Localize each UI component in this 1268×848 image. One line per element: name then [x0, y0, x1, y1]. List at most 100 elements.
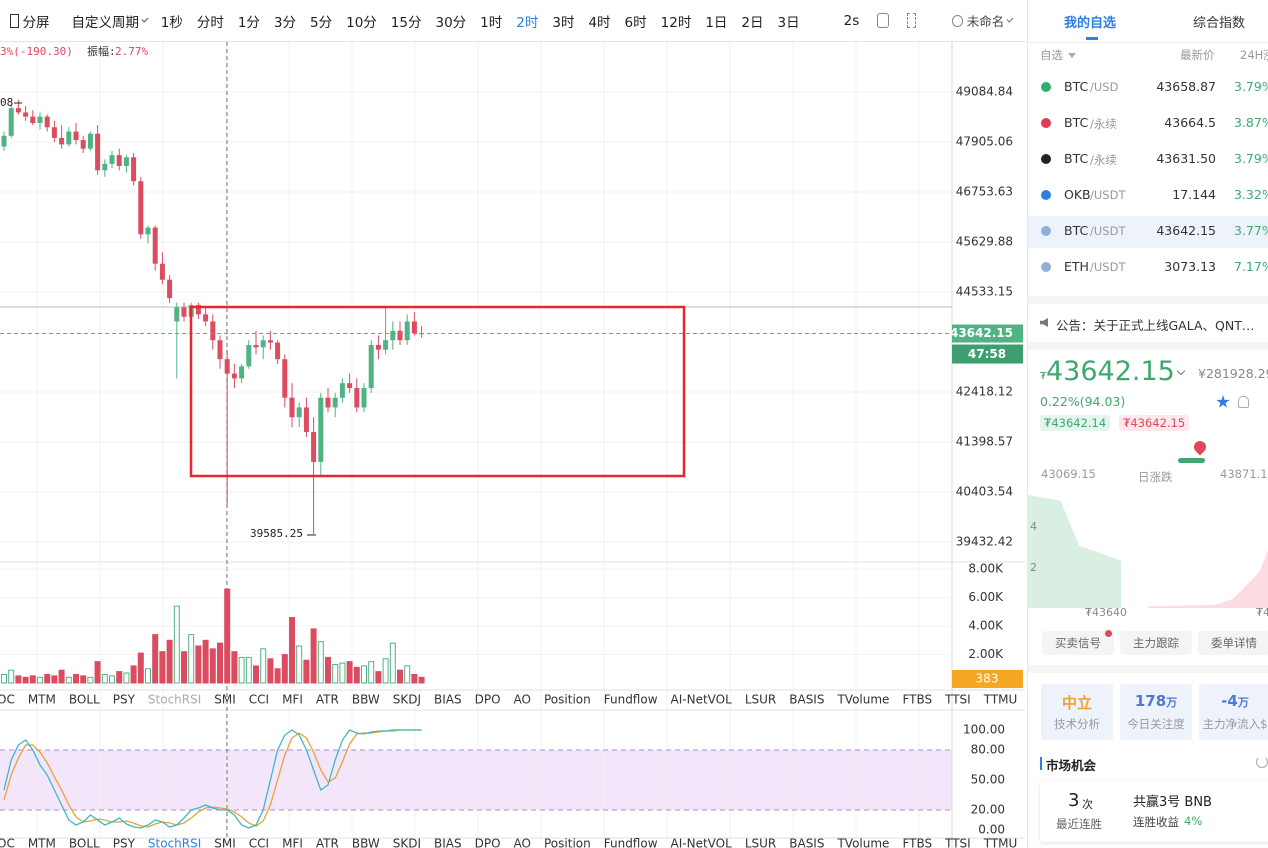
indicator-tab[interactable]: CCI: [249, 837, 269, 848]
volume-bar: [238, 656, 245, 684]
indicator-tab[interactable]: OC: [0, 837, 15, 848]
star-icon[interactable]: [1216, 395, 1230, 408]
candle-body: [73, 131, 79, 141]
split-button[interactable]: 分屏: [22, 14, 50, 31]
period[interactable]: 4时: [588, 14, 611, 31]
period[interactable]: 2时: [516, 14, 539, 31]
indicator-tab[interactable]: Fundflow: [604, 693, 658, 707]
refresh-icon[interactable]: [1256, 756, 1268, 768]
period[interactable]: 3分: [273, 14, 297, 31]
indicator-tab[interactable]: FTBS: [902, 693, 932, 707]
indicator-tab[interactable]: BASIS: [789, 693, 824, 707]
candle-body: [167, 279, 173, 299]
action-button[interactable]: 主力跟踪: [1120, 631, 1192, 655]
countdown-box: [952, 344, 1023, 364]
period[interactable]: 3日: [777, 14, 800, 31]
indicator-tab[interactable]: SKDJ: [393, 837, 421, 848]
indicator-tab[interactable]: MFI: [282, 693, 303, 707]
header-arrow: [1068, 53, 1076, 62]
indicator-tab[interactable]: BASIS: [789, 837, 824, 848]
indicator-tab[interactable]: AO: [514, 693, 531, 707]
notice[interactable]: 公告：关于正式上线GALA、QNT…: [1056, 318, 1255, 333]
indicator-tab[interactable]: Fundflow: [604, 837, 658, 848]
opportunity-card[interactable]: 3 次最近连胜 共赢3号 BNB 连胜收益 4%: [1040, 780, 1268, 842]
indicator-tab[interactable]: AO: [514, 837, 531, 848]
indicator-tab[interactable]: BOLL: [69, 837, 100, 848]
period[interactable]: 1分: [237, 14, 260, 31]
period[interactable]: 15分: [390, 14, 422, 31]
tab[interactable]: 我的自选: [1064, 16, 1117, 31]
indicator-tab[interactable]: DPO: [475, 837, 501, 848]
period[interactable]: 分时: [196, 14, 224, 31]
indicator-tab[interactable]: BOLL: [69, 693, 100, 707]
bell-icon[interactable]: [1238, 396, 1249, 408]
coin-change: 3.79%: [1234, 79, 1268, 94]
indicator-tab[interactable]: TVolume: [836, 693, 889, 707]
y-tick-label: 47905.06: [956, 135, 1013, 149]
action-button[interactable]: 买卖信号: [1042, 631, 1114, 655]
indicator-tab[interactable]: BIAS: [434, 693, 462, 707]
watch-row[interactable]: ETH/USDT 3073.13 7.17%: [1028, 252, 1268, 284]
period[interactable]: 3时: [552, 14, 575, 31]
period[interactable]: 5分: [310, 14, 333, 31]
indicator-tab[interactable]: Position: [544, 837, 591, 848]
period[interactable]: 1日: [705, 14, 728, 31]
indicator-tab[interactable]: StochRSI: [148, 837, 201, 848]
period[interactable]: 1时: [480, 14, 503, 31]
candle-body: [23, 112, 29, 117]
indicator-tab[interactable]: SMI: [214, 693, 236, 707]
indicator-tab[interactable]: PSY: [113, 837, 136, 848]
watch-row[interactable]: BTC/永续 43664.5 3.87%: [1028, 108, 1268, 140]
header[interactable]: 自选: [1040, 48, 1063, 62]
watch-row[interactable]: BTC/永续 43631.50 3.79%: [1028, 144, 1268, 176]
indicator-tab[interactable]: TTSI: [944, 837, 971, 848]
indicator-tab[interactable]: AI-NetVOL: [671, 693, 733, 707]
candle-body: [102, 163, 108, 171]
indicator-tab[interactable]: FTBS: [902, 837, 932, 848]
indicator-tab[interactable]: ATR: [316, 837, 339, 848]
watch-row[interactable]: BTC/USD 43658.87 3.79%: [1028, 72, 1268, 104]
watch-row[interactable]: BTC/USDT 43642.15 3.77%: [1028, 216, 1268, 248]
coin-base: BTC: [1064, 79, 1089, 94]
indicator-tab[interactable]: DPO: [475, 693, 501, 707]
period[interactable]: 2日: [741, 14, 764, 31]
indicator-tab[interactable]: BIAS: [434, 837, 462, 848]
indicator-tab[interactable]: BBW: [352, 693, 380, 707]
indicator-tab[interactable]: Position: [544, 693, 591, 707]
period[interactable]: 12时: [660, 14, 692, 31]
tab[interactable]: 综合指数: [1193, 16, 1246, 31]
indicator-tab[interactable]: TTSI: [944, 693, 971, 707]
indicator-tab[interactable]: SMI: [214, 837, 236, 848]
period[interactable]: 1秒: [160, 14, 183, 31]
period[interactable]: 6时: [624, 14, 647, 31]
indicator-tab[interactable]: StochRSI: [148, 693, 201, 707]
indicator-tab[interactable]: ATR: [316, 693, 339, 707]
indicator-tab[interactable]: AI-NetVOL: [671, 837, 733, 848]
indicator-tab[interactable]: PSY: [113, 693, 136, 707]
indicator-tab[interactable]: LSUR: [745, 693, 776, 707]
refresh[interactable]: 2s: [843, 12, 860, 29]
fullscreen-icon[interactable]: [907, 13, 917, 28]
action-button[interactable]: 委单详情: [1198, 631, 1268, 655]
indicator-tab[interactable]: LSUR: [745, 837, 776, 848]
indicator-tab[interactable]: TVolume: [836, 837, 889, 848]
indicator-tab[interactable]: CCI: [249, 693, 269, 707]
custom-period[interactable]: 自定义周期: [71, 14, 140, 31]
indicator-tab[interactable]: BBW: [352, 837, 380, 848]
indicator-tab[interactable]: SKDJ: [393, 693, 421, 707]
indicator-tab[interactable]: MTM: [28, 693, 56, 707]
period[interactable]: 10分: [346, 14, 377, 31]
indicator-tab[interactable]: OC: [0, 693, 15, 707]
watch-row[interactable]: OKB/USDT 17.144 3.32%: [1028, 180, 1268, 212]
indicator-tab[interactable]: TTMU: [983, 837, 1018, 848]
y-tick-label: 46753.63: [956, 185, 1013, 199]
cloud-icon[interactable]: [952, 14, 963, 27]
camera-icon[interactable]: [877, 13, 890, 28]
layout-name[interactable]: 未命名: [966, 14, 1005, 29]
indicator-tab[interactable]: MTM: [28, 837, 56, 848]
indicator-tab[interactable]: MFI: [282, 837, 303, 848]
split-icon[interactable]: [10, 13, 19, 28]
indicator-tab[interactable]: TTMU: [983, 693, 1018, 707]
depth-axis: 4: [1030, 520, 1037, 533]
period[interactable]: 30分: [435, 14, 467, 31]
